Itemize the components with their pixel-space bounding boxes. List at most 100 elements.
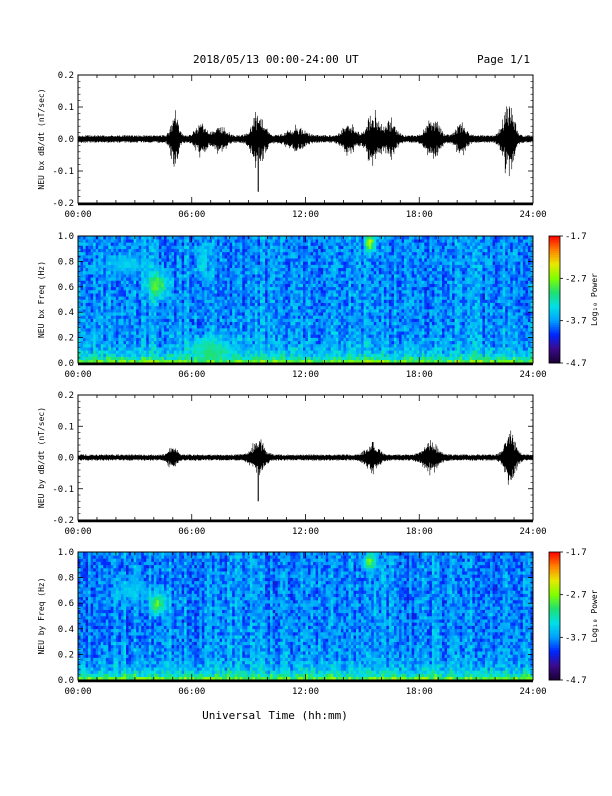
spectrogram-cell <box>124 341 127 344</box>
spectrogram-cell <box>139 325 142 328</box>
spectrogram-cell <box>384 290 387 293</box>
spectrogram-cell <box>257 293 260 296</box>
spectrogram-cell <box>311 334 314 337</box>
spectrogram-cell <box>260 331 263 334</box>
spectrogram-cell <box>240 350 243 353</box>
spectrogram-cell <box>192 249 195 252</box>
spectrogram-cell <box>116 306 119 309</box>
spectrogram-cell <box>86 249 89 252</box>
spectrogram-cell <box>220 293 223 296</box>
spectrogram-cell <box>300 258 303 261</box>
spectrogram-cell <box>232 347 235 350</box>
spectrogram-cell <box>156 258 159 261</box>
spectrogram-cell <box>285 274 288 277</box>
spectrogram-cell <box>369 265 372 268</box>
spectrogram-cell <box>124 347 127 350</box>
spectrogram-cell <box>230 334 233 337</box>
spectrogram-cell <box>146 328 149 331</box>
spectrogram-cell <box>311 268 314 271</box>
spectrogram-cell <box>232 319 235 322</box>
spectrogram-cell <box>96 319 99 322</box>
spectrogram-cell <box>318 344 321 347</box>
spectrogram-cell <box>232 341 235 344</box>
spectrogram-cell <box>156 268 159 271</box>
spectrogram-cell <box>161 328 164 331</box>
spectrogram-cell <box>161 249 164 252</box>
spectrogram-cell <box>331 274 334 277</box>
spectrogram-cell <box>222 347 225 350</box>
spectrogram-cell <box>161 331 164 334</box>
spectrogram-cell <box>166 239 169 242</box>
spectrogram-cell <box>321 265 324 268</box>
spectrogram-cell <box>189 280 192 283</box>
spectrogram-cell <box>348 274 351 277</box>
spectrogram-cell <box>381 303 384 306</box>
spectrogram-cell <box>265 315 268 318</box>
spectrogram-cell <box>268 303 271 306</box>
spectrogram-cell <box>361 277 364 280</box>
spectrogram-cell <box>166 347 169 350</box>
spectrogram-cell <box>346 357 349 360</box>
spectrogram-cell <box>354 303 357 306</box>
spectrogram-cell <box>313 325 316 328</box>
spectrogram-cell <box>151 255 154 258</box>
spectrogram-cell <box>263 325 266 328</box>
spectrogram-cell <box>278 274 281 277</box>
spectrogram-cell <box>366 265 369 268</box>
spectrogram-cell <box>323 309 326 312</box>
spectrogram-cell <box>237 319 240 322</box>
spectrogram-cell <box>232 277 235 280</box>
spectrogram-cell <box>217 274 220 277</box>
spectrogram-cell <box>217 341 220 344</box>
spectrogram-cell <box>166 284 169 287</box>
spectrogram-cell <box>376 325 379 328</box>
spectrogram-cell <box>98 280 101 283</box>
spectrogram-cell <box>187 252 190 255</box>
spectrogram-cell <box>98 331 101 334</box>
spectrogram-cell <box>103 236 106 239</box>
spectrogram-cell <box>227 255 230 258</box>
spectrogram-cell <box>217 242 220 245</box>
spectrogram-cell <box>273 280 276 283</box>
spectrogram-cell <box>174 258 177 261</box>
spectrogram-cell <box>341 258 344 261</box>
spectrogram-cell <box>300 331 303 334</box>
spectrogram-cell <box>311 344 314 347</box>
spectrogram-cell <box>174 277 177 280</box>
spectrogram-cell <box>356 242 359 245</box>
spectrogram-cell <box>381 236 384 239</box>
spectrogram-cell <box>384 271 387 274</box>
spectrogram-cell <box>235 242 238 245</box>
spectrogram-cell <box>91 284 94 287</box>
spectrogram-cell <box>121 309 124 312</box>
spectrogram-cell <box>161 268 164 271</box>
spectrogram-cell <box>240 261 243 264</box>
spectrogram-cell <box>194 334 197 337</box>
spectrogram-cell <box>124 249 127 252</box>
spectrogram-cell <box>91 277 94 280</box>
spectrogram-cell <box>166 242 169 245</box>
spectrogram-cell <box>179 309 182 312</box>
spectrogram-cell <box>93 309 96 312</box>
spectrogram-cell <box>149 239 152 242</box>
spectrogram-cell <box>166 277 169 280</box>
spectrogram-cell <box>146 338 149 341</box>
spectrogram-cell <box>172 322 175 325</box>
spectrogram-cell <box>290 284 293 287</box>
spectrogram-cell <box>83 249 86 252</box>
spectrogram-cell <box>369 315 372 318</box>
spectrogram-cell <box>280 268 283 271</box>
spectrogram-cell <box>283 300 286 303</box>
spectrogram-cell <box>275 287 278 290</box>
spectrogram-cell <box>189 293 192 296</box>
spectrogram-cell <box>154 306 157 309</box>
spectrogram-cell <box>295 293 298 296</box>
spectrogram-cell <box>240 296 243 299</box>
spectrogram-cell <box>316 271 319 274</box>
spectrogram-cell <box>265 334 268 337</box>
spectrogram-cell <box>295 246 298 249</box>
spectrogram-cell <box>351 322 354 325</box>
spectrogram-cell <box>202 246 205 249</box>
spectrogram-cell <box>374 325 377 328</box>
spectrogram-cell <box>134 274 137 277</box>
